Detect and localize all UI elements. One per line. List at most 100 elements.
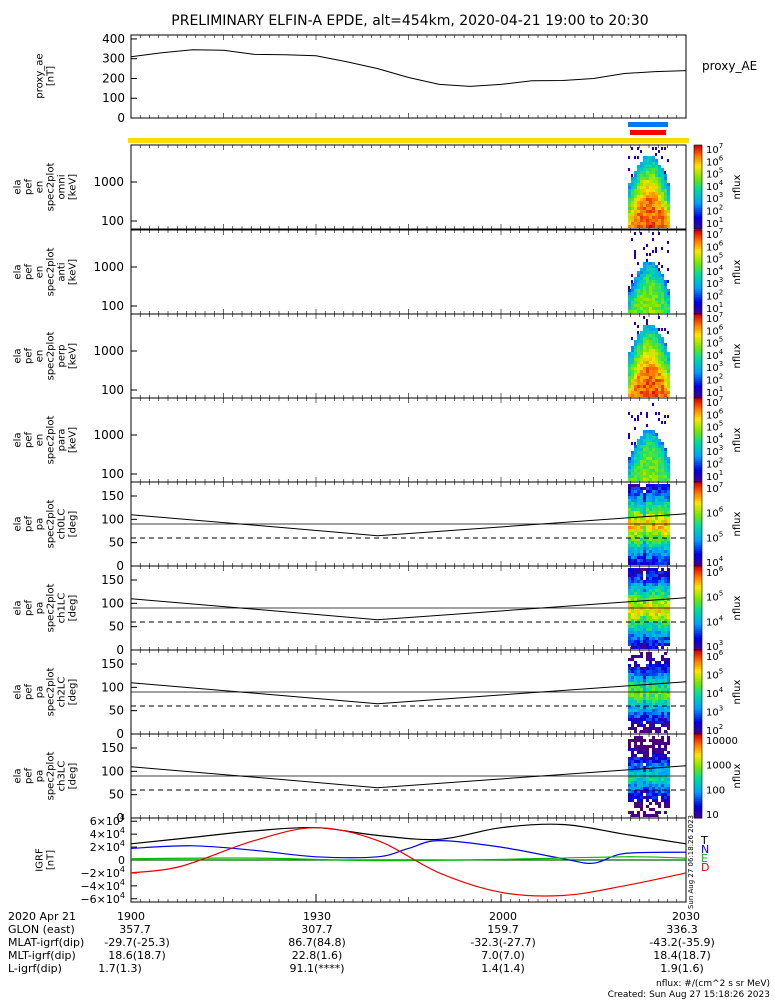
energy-pixel (643, 216, 646, 219)
energy-cbar-tick: 103 (706, 444, 723, 458)
pitch-pixel (655, 586, 658, 589)
energy-pixel (631, 349, 634, 352)
pitch-pixel (658, 577, 661, 580)
pitch-pixel (655, 661, 658, 664)
energy-pixel (661, 475, 664, 478)
pitch-pixel (640, 706, 643, 709)
energy-pixel (637, 219, 640, 222)
pitch-colorbar-swatch (694, 566, 702, 569)
footer-cell: 1930 (303, 910, 331, 923)
pitch-pixel (664, 490, 667, 493)
energy-pixel (667, 207, 670, 210)
energy-pixel (661, 219, 664, 222)
pitch-pixel (661, 610, 664, 613)
pitch-pixel (628, 499, 631, 502)
pitch-colorbar-swatch (694, 639, 702, 643)
pitch-pixel (652, 526, 655, 529)
energy-colorbar-swatch (694, 205, 702, 209)
energy-pixel (664, 367, 667, 370)
pitch-pixel (652, 679, 655, 682)
pitch-pixel (658, 544, 661, 547)
pitch-pixel (634, 721, 637, 724)
pitch-cbar-tick: 106 (706, 565, 724, 579)
pitch-colorbar-swatch (694, 580, 702, 584)
energy-colorbar-swatch (694, 395, 702, 399)
energy-pixel (634, 457, 637, 460)
pitch-pixel (634, 535, 637, 538)
pitch-colorbar-swatch (694, 553, 702, 556)
pitch-pixel (655, 595, 658, 598)
energy-pixel (652, 298, 655, 301)
energy-pixel (655, 268, 658, 271)
energy-pixel (655, 274, 658, 277)
energy-pixel (634, 307, 637, 310)
pitch-pixel (646, 496, 649, 499)
pitch-pixel (640, 589, 643, 592)
pitch-ylabel: ela (13, 684, 24, 699)
pitch-pixel (640, 487, 643, 490)
pitch-pixel (643, 640, 646, 643)
energy-pixel (634, 346, 637, 349)
energy-pixel (634, 198, 637, 201)
energy-colorbar-swatch (694, 189, 702, 192)
energy-pixel (652, 250, 654, 253)
energy-pixel (667, 472, 670, 475)
pitch-colorbar-swatch (694, 738, 702, 741)
pitch-pixel (628, 664, 631, 667)
energy-pixel (658, 382, 661, 385)
pitch-pixel (643, 643, 646, 646)
pitch-pixel (658, 697, 661, 700)
pitch-pixel (640, 724, 643, 727)
pitch-pixel (628, 523, 631, 526)
energy-cbar-tick: 107 (706, 142, 723, 156)
energy-colorbar-swatch (694, 414, 702, 418)
energy-pixel (643, 222, 646, 225)
energy-pixel (634, 192, 637, 195)
igrf-ytick-label: −2×104 (80, 865, 125, 880)
pitch-pixel (628, 625, 631, 628)
energy-pixel (640, 210, 643, 213)
pitch-pixel (631, 544, 634, 547)
energy-pixel (661, 451, 664, 454)
energy-pixel (646, 304, 649, 307)
pitch-pixel (628, 592, 631, 595)
pitch-pixel (640, 556, 643, 559)
energy-pixel (634, 391, 637, 394)
energy-pixel (652, 349, 655, 352)
pitch-pixel (658, 625, 661, 628)
pitch-pixel (631, 505, 634, 508)
energy-pixel (652, 165, 655, 168)
pitch-colorbar-swatch (694, 805, 702, 808)
energy-pixel (634, 355, 637, 358)
pitch-pixel (643, 667, 646, 670)
pitch-pixel (655, 544, 658, 547)
proxy-ae-legend: proxy_AE (702, 59, 757, 73)
pitch-pixel (640, 631, 643, 634)
pitch-pixel (640, 784, 643, 787)
pitch-pixel (667, 574, 670, 577)
pitch-pixel (655, 496, 658, 499)
pitch-pixel (646, 520, 649, 523)
pitch-pixel (646, 577, 649, 580)
pitch-pixel (631, 622, 634, 625)
energy-pixel (652, 460, 655, 463)
pitch-pixel (661, 667, 664, 670)
pitch-pixel (655, 490, 658, 493)
energy-pixel (658, 412, 660, 415)
energy-pixel (643, 280, 646, 283)
energy-colorbar-swatch (694, 303, 702, 307)
energy-colorbar-swatch (694, 326, 702, 330)
energy-cbar-tick: 103 (706, 360, 723, 374)
pitch-pixel (637, 631, 640, 634)
pitch-pixel (640, 808, 643, 811)
pitch-pixel (664, 511, 667, 514)
energy-pixel (643, 265, 646, 268)
energy-pixel (649, 198, 652, 201)
pitch-pixel (643, 727, 646, 730)
energy-pixel (631, 379, 634, 382)
pitch-pixel (643, 778, 646, 781)
energy-pixel (637, 376, 640, 379)
pitch-pixel (628, 709, 631, 712)
energy-pixel (652, 367, 655, 370)
energy-pixel (643, 334, 646, 337)
